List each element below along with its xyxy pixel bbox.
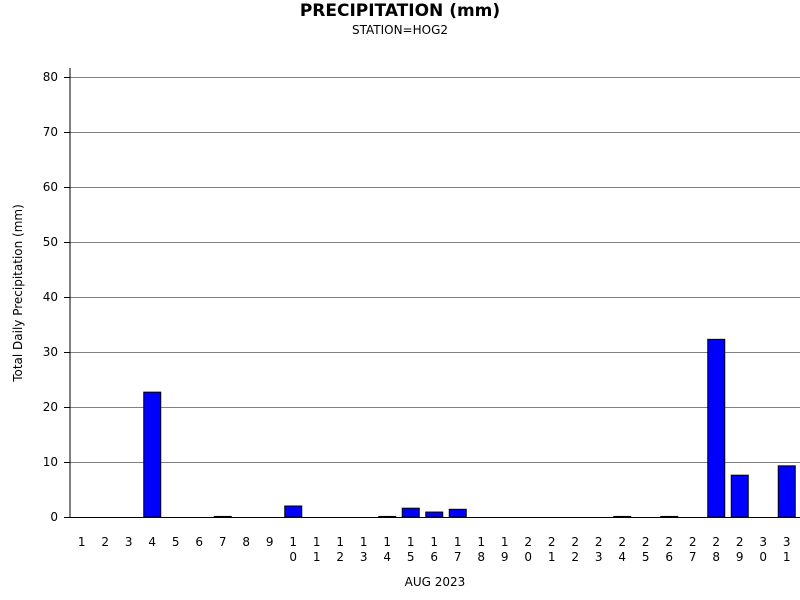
x-axis-label: AUG 2023 <box>405 575 466 589</box>
y-tick-labels: 0 10 20 30 40 50 60 70 80 <box>43 70 70 524</box>
x-tick-label: 9 <box>266 535 274 549</box>
y-tick-label: 50 <box>43 235 58 249</box>
y-tick-label: 60 <box>43 180 58 194</box>
bars <box>143 338 796 518</box>
axes <box>69 68 800 518</box>
y-tick-label: 40 <box>43 290 58 304</box>
x-tick-label: 8 <box>242 535 250 549</box>
y-tick-label: 30 <box>43 345 58 359</box>
x-tick-label: 6 <box>195 535 203 549</box>
bar-day-28 <box>707 338 726 518</box>
y-tick-label: 80 <box>43 70 58 84</box>
y-tick-label: 10 <box>43 455 58 469</box>
chart-title: PRECIPITATION (mm) <box>299 1 501 21</box>
x-tick-label: 3 <box>125 535 133 549</box>
bar-day-17 <box>448 508 467 518</box>
x-tick-label: 1 <box>78 535 86 549</box>
bar-day-29 <box>730 474 749 518</box>
x-tick-label: 7 <box>219 535 227 549</box>
x-tick-label: 4 <box>148 535 156 549</box>
x-tick-labels: 1 2 3 4 5 6 7 8 9 1 01 11 21 31 41 51 61 71 81 92 02 12 22 32 42… <box>78 535 791 564</box>
y-tick-label: 0 <box>50 510 58 524</box>
y-axis-label: Total Daily Precipitation (mm) <box>11 204 25 383</box>
bar-day-15 <box>401 507 420 518</box>
y-tick-label: 70 <box>43 125 58 139</box>
y-tick-label: 20 <box>43 400 58 414</box>
bar-day-10 <box>284 505 303 518</box>
x-tick-label: 2 <box>101 535 109 549</box>
bar-day-4 <box>143 391 162 518</box>
chart-subtitle: STATION=HOG2 <box>351 23 449 37</box>
bar-day-16 <box>425 511 444 518</box>
bar-day-31 <box>777 465 796 518</box>
grid-lines <box>70 77 800 463</box>
x-tick-label: 5 <box>172 535 180 549</box>
